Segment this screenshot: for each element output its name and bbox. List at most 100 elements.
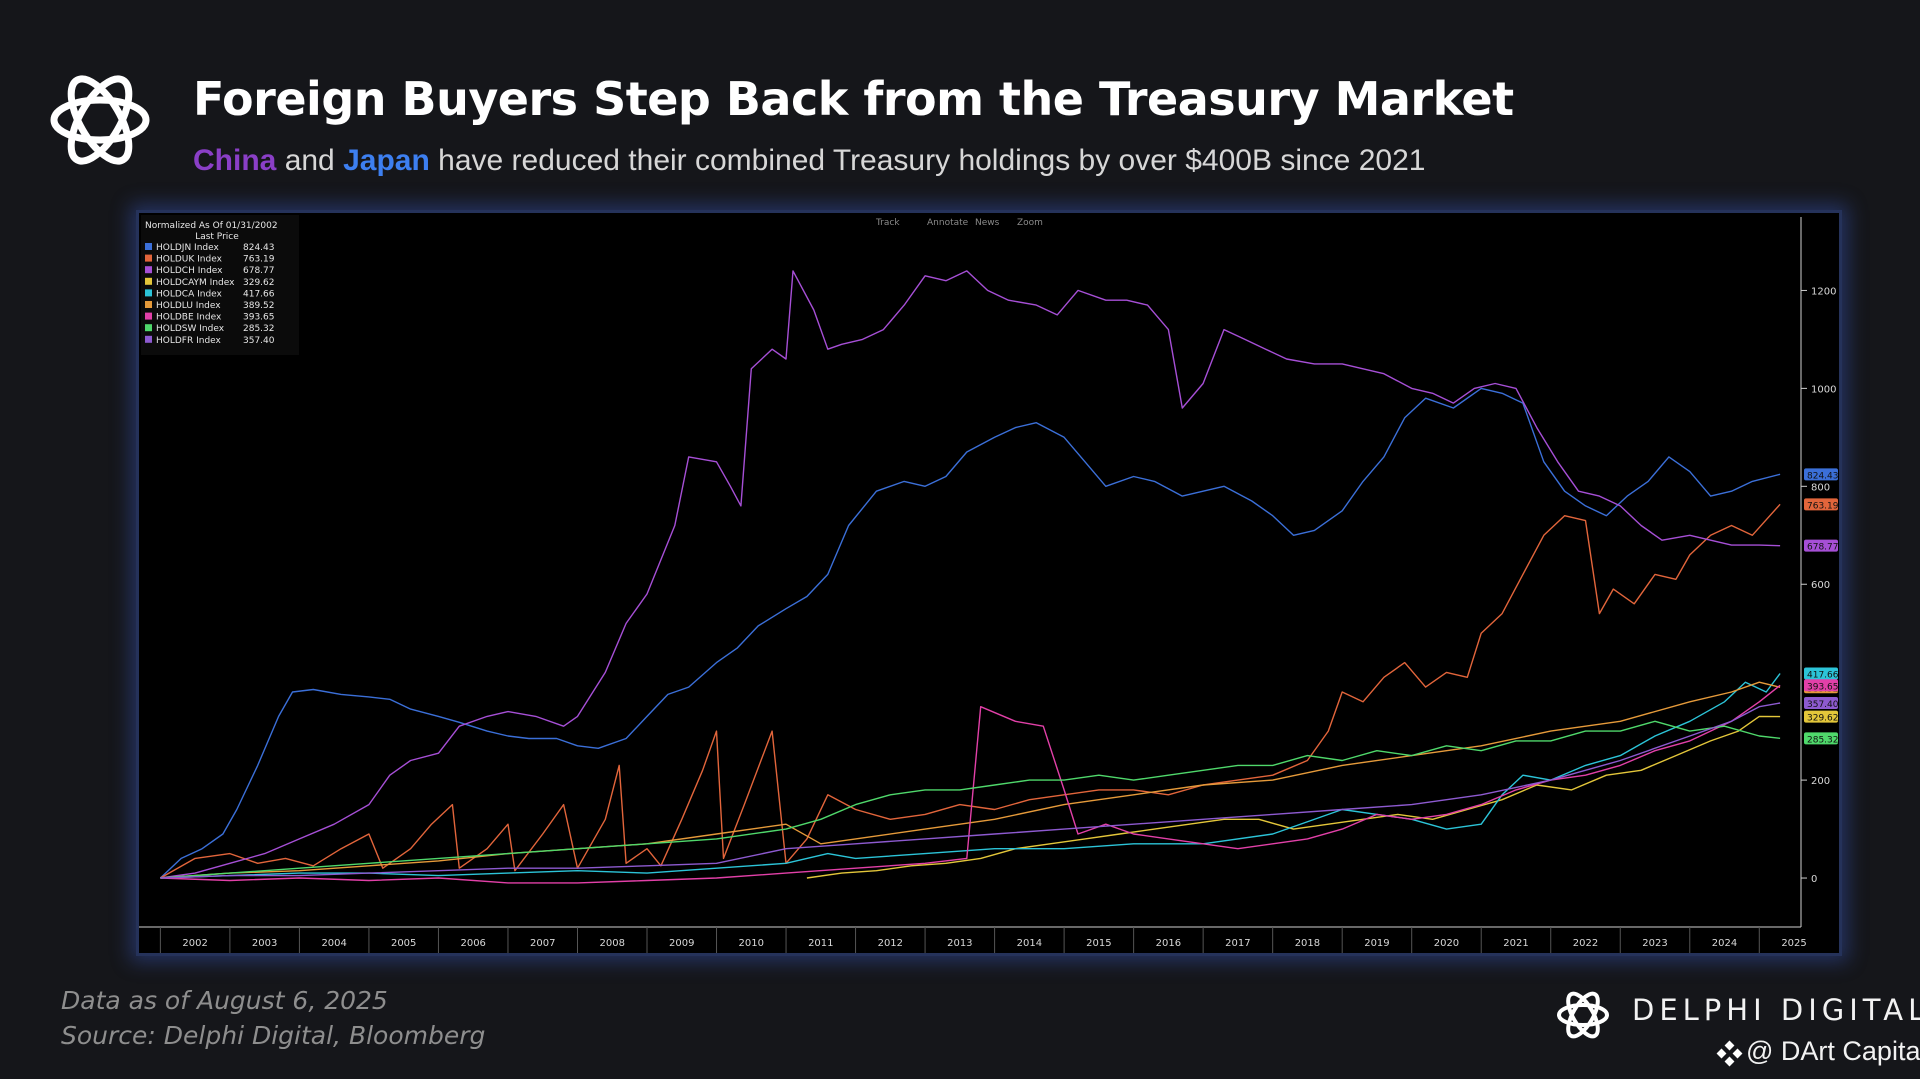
y-tick-label: 1200	[1811, 286, 1836, 297]
x-tick-label: 2018	[1295, 938, 1320, 949]
series-line-holdcaym	[806, 715, 1781, 879]
y-tick-label: 600	[1811, 580, 1830, 591]
x-tick-label: 2025	[1781, 938, 1806, 949]
svg-text:824.43: 824.43	[1807, 471, 1839, 481]
source-note: Source: Delphi Digital, Bloomberg	[61, 1021, 486, 1050]
legend-title: Normalized As Of 01/31/2002	[145, 221, 278, 231]
x-tick-label: 2010	[739, 938, 764, 949]
x-tick-label: 2014	[1017, 938, 1042, 949]
legend-swatch	[145, 289, 152, 297]
legend-series-last: 824.43	[243, 243, 275, 253]
series-line-holdfr	[160, 702, 1781, 879]
last-price-badge-holdcaym: 329.62	[1804, 710, 1839, 724]
toolbar-news: News	[975, 218, 1000, 228]
last-price-badge-holdch: 678.77	[1804, 539, 1839, 553]
subtitle-japan: Japan	[343, 144, 430, 177]
brand-name: DELPHI DIGITAL	[1632, 993, 1920, 1027]
legend-series-name: HOLDCH Index	[156, 266, 223, 276]
x-tick-label: 2017	[1225, 938, 1250, 949]
legend-series-last: 329.62	[243, 278, 275, 288]
series-line-holdlu	[160, 681, 1781, 879]
legend-swatch	[145, 312, 152, 320]
series-line-holdsw	[160, 720, 1781, 879]
y-tick-label: 0	[1811, 874, 1817, 885]
legend-series-name: HOLDCA Index	[156, 289, 223, 299]
svg-text:285.32: 285.32	[1807, 735, 1839, 745]
x-tick-label: 2024	[1712, 938, 1737, 949]
legend-series-last: 417.66	[243, 289, 275, 299]
series-line-holduk	[160, 503, 1781, 879]
svg-text:417.66: 417.66	[1807, 671, 1839, 681]
legend-series-name: HOLDFR Index	[156, 336, 222, 346]
subtitle-rest: have reduced their combined Treasury hol…	[438, 144, 1426, 177]
x-tick-label: 2016	[1156, 938, 1181, 949]
x-tick-label: 2022	[1573, 938, 1598, 949]
x-tick-label: 2011	[808, 938, 833, 949]
series-line-holdbe	[160, 684, 1781, 884]
svg-text:393.65: 393.65	[1807, 682, 1839, 692]
toolbar-zoom: Zoom	[1017, 218, 1043, 228]
x-tick-label: 2005	[391, 938, 416, 949]
delphi-logo-icon	[50, 75, 150, 165]
x-tick-label: 2021	[1503, 938, 1528, 949]
toolbar-annotate: Annotate	[927, 218, 969, 228]
x-tick-label: 2020	[1434, 938, 1459, 949]
legend-series-last: 285.32	[243, 324, 275, 334]
x-tick-label: 2002	[182, 938, 207, 949]
x-tick-label: 2003	[252, 938, 277, 949]
x-axis-band	[139, 927, 1801, 953]
x-tick-label: 2007	[530, 938, 555, 949]
svg-text:329.62: 329.62	[1807, 714, 1839, 724]
legend-series-name: HOLDUK Index	[156, 255, 223, 265]
last-price-badge-holduk: 763.19	[1804, 498, 1839, 511]
legend-swatch	[145, 301, 152, 308]
svg-text:678.77: 678.77	[1807, 543, 1839, 553]
svg-text:763.19: 763.19	[1807, 501, 1839, 511]
y-tick-label: 200	[1811, 776, 1830, 787]
series-line-holdca	[160, 673, 1781, 879]
last-price-badge-holdjn: 824.43	[1804, 468, 1839, 481]
series-line-holdch	[160, 270, 1781, 879]
legend-series-name: HOLDLU Index	[156, 301, 221, 311]
page-title: Foreign Buyers Step Back from the Treasu…	[193, 72, 1514, 126]
y-tick-label: 1000	[1811, 384, 1836, 395]
legend-series-last: 763.19	[243, 255, 275, 265]
x-tick-label: 2006	[460, 938, 485, 949]
subtitle-and: and	[284, 144, 335, 177]
legend-series-last: 357.40	[243, 336, 275, 346]
subtitle-china: China	[193, 144, 277, 177]
legend-swatch	[145, 277, 152, 285]
x-tick-label: 2008	[600, 938, 625, 949]
legend-series-last: 389.52	[243, 301, 275, 311]
svg-text:357.40: 357.40	[1807, 700, 1839, 710]
legend-swatch	[145, 254, 152, 262]
page-subtitle: China and Japan have reduced their combi…	[193, 144, 1425, 178]
legend-subtitle: Last Price	[195, 232, 239, 242]
series-line-holdjn	[159, 387, 1781, 879]
x-tick-label: 2015	[1086, 938, 1111, 949]
y-tick-label: 800	[1811, 482, 1830, 493]
toolbar-track: Track	[875, 218, 900, 228]
legend-swatch	[145, 324, 152, 332]
legend-swatch	[145, 266, 152, 274]
x-tick-label: 2019	[1364, 938, 1389, 949]
x-tick-label: 2012	[878, 938, 903, 949]
legend-series-last: 678.77	[243, 266, 275, 276]
data-as-of-note: Data as of August 6, 2025	[61, 986, 388, 1015]
credit-text: @ DArt Capital	[1746, 1036, 1920, 1066]
x-tick-label: 2004	[321, 938, 346, 949]
diamond-logo-icon	[1716, 1040, 1743, 1067]
legend-series-name: HOLDBE Index	[156, 313, 222, 323]
last-price-badge-holdca: 417.66	[1804, 667, 1839, 681]
x-tick-label: 2013	[947, 938, 972, 949]
holdings-line-chart[interactable]: 0 200 600 800 1000 1200 2002 2003 2004 2005 2006 20…	[139, 213, 1839, 953]
legend-series-name: HOLDCAYM Index	[156, 278, 235, 288]
last-price-badge-holdsw: 285.32	[1804, 732, 1839, 745]
chart-panel: 0 200 600 800 1000 1200 2002 2003 2004 2005 2006 20…	[136, 210, 1842, 956]
x-tick-label: 2023	[1642, 938, 1667, 949]
legend-swatch	[145, 335, 152, 343]
x-tick-label: 2009	[669, 938, 694, 949]
delphi-brand-logo-icon	[1557, 991, 1609, 1039]
legend-series-name: HOLDJN Index	[156, 243, 219, 253]
